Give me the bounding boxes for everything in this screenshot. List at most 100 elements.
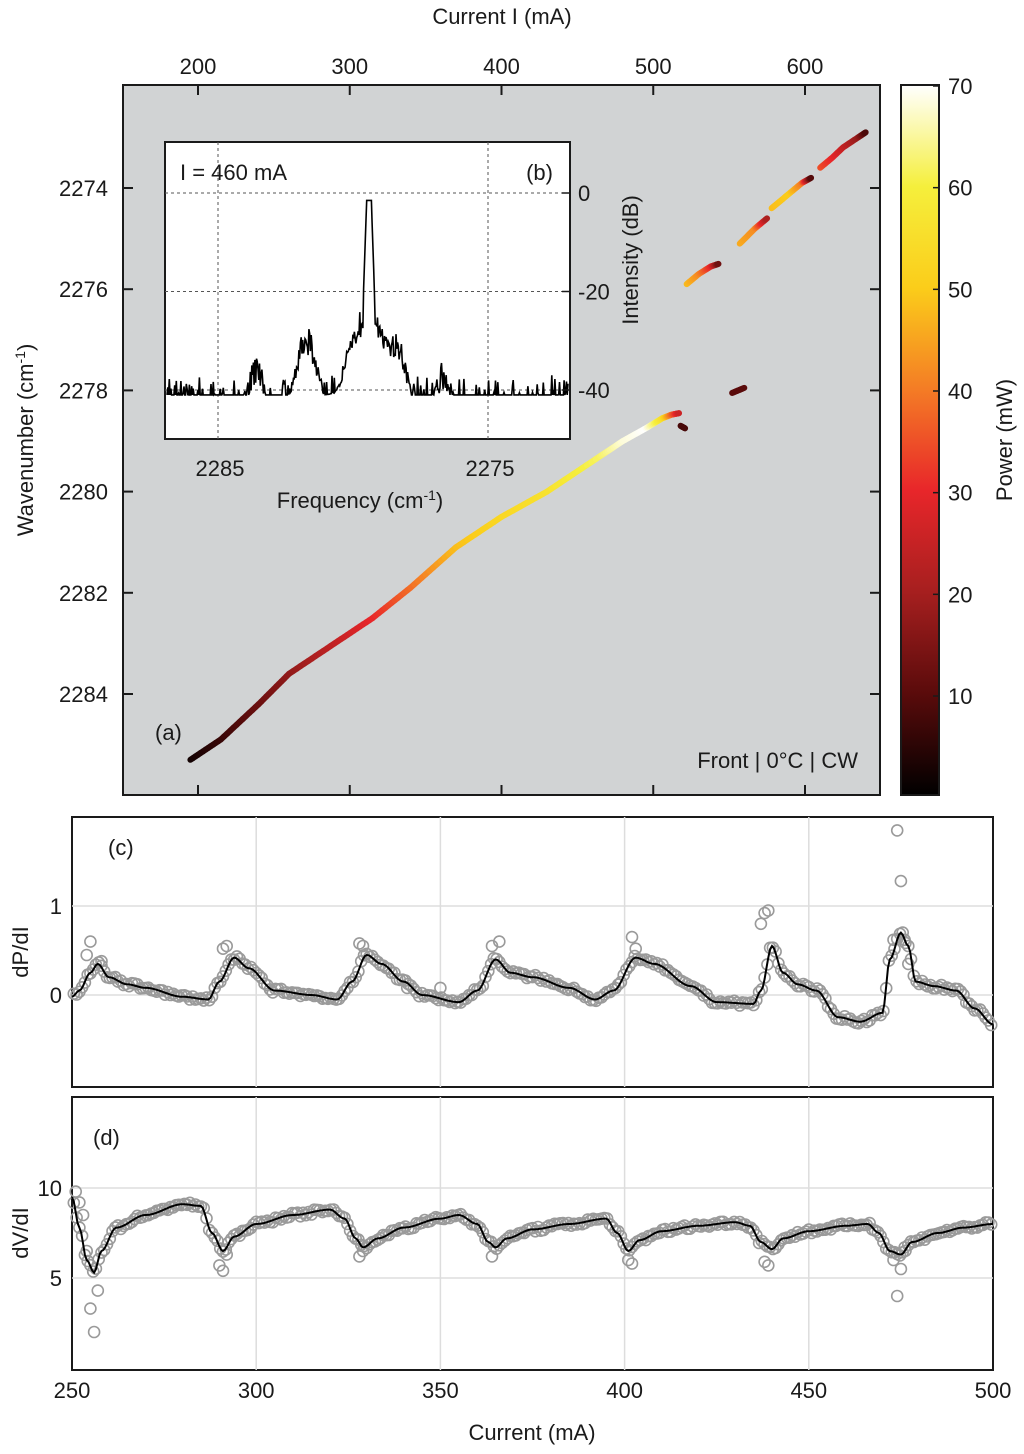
panel-d-y-ticks: 5 10 [38,1176,62,1291]
panel-b-x-label: Frequency (cm-1) [277,487,444,513]
x-tick-label: 400 [606,1378,643,1403]
data-point [957,988,970,1002]
data-point [871,1225,885,1239]
panel-c-y-ticks: 01 [50,894,62,1008]
x-tick-label: 350 [422,1378,459,1403]
data-point [755,982,769,996]
outlier-point [625,930,639,944]
data-point [772,956,785,970]
outlier-point [434,981,447,995]
panel-d-x-label: Current (mA) [468,1420,595,1445]
panel-b-y-ticks: 0 -20 -40 [562,181,610,403]
x-tick-label: 300 [238,1378,275,1403]
panel-c: 01 (c) dP/dI [8,816,998,1088]
outlier-point [353,937,366,950]
y-tick-label: 2282 [59,581,108,606]
outlier-point [758,906,771,920]
colorbar: 10 20 30 40 50 60 70 Power (mW) [900,74,1017,796]
colorbar-ticks: 10 20 30 40 50 60 70 [933,74,972,709]
panel-b-inset: 2285 2275 0 -20 -40 I = 460 mA (b) Frequenc… [164,141,643,513]
colorbar-bar [900,84,940,796]
y-tick-label: 0 [50,983,62,1008]
outlier-point [901,957,915,971]
data-point [805,1226,818,1240]
outlier-point [356,1244,370,1258]
panel-d: 5 10 250 300 350 400 450 500 (d) dV/dI Current… [8,1096,1012,1445]
panel-c-y-label: dP/dI [8,926,33,977]
panel-a-annotation: Front | 0°C | CW [697,748,858,773]
data-point [258,1216,271,1229]
colorbar-tick-label: 30 [948,481,972,506]
outlier-point [220,939,233,953]
panel-a-y-label-main: Wavenumber (cm [13,364,38,537]
outlier-point [216,942,230,956]
panel-b-title: I = 460 mA [180,160,287,185]
y-tick-label: 2274 [59,176,108,201]
top-tick-label: 600 [787,54,824,79]
colorbar-tick-label: 10 [948,684,972,709]
panel-a-top-ticks: 200 300 400 500 600 [180,54,824,795]
data-point [103,1232,117,1246]
panel-d-x-ticks: 250 300 350 400 450 500 [54,1378,1012,1403]
data-point [614,975,628,989]
data-point [341,1217,354,1231]
y-tick-label: 10 [38,1176,62,1201]
panel-b-x-label-main: Frequency (cm [277,488,424,513]
x-tick-label: 450 [790,1378,827,1403]
panel-b-spectrum-line [166,199,569,397]
data-point [349,970,363,984]
data-point [92,1252,105,1266]
data-point [901,939,915,953]
outlier-point [356,939,370,953]
inset-y-tick-label: 0 [578,181,590,206]
data-point [473,982,487,995]
panel-d-fit-line [71,1196,993,1275]
colorbar-label: Power (mW) [992,379,1017,501]
panel-c-fit-line [71,931,994,1026]
outlier-point [898,933,911,947]
panel-a-x-label: Current I (mA) [432,4,571,29]
outlier-point [890,824,904,837]
data-point [338,1211,351,1225]
panel-a-segments [187,129,869,763]
data-point [86,1265,100,1278]
outlier-point [894,1262,908,1276]
data-point [819,992,832,1005]
data-point [219,964,233,978]
data-point [128,1212,141,1226]
y-tick-label: 1 [50,894,62,919]
panel-a-y-label-end: ) [13,344,38,351]
data-point [611,978,625,991]
data-point [749,993,763,1007]
colorbar-tick-label: 40 [948,379,972,404]
inset-y-tick-label: -40 [578,378,610,403]
data-point [476,979,490,993]
panel-d-y-label: dV/dI [8,1207,33,1258]
data-point [200,1212,213,1225]
upper-seg-2-piece [763,215,771,223]
outlier-point [220,1248,233,1261]
outlier-point [84,1302,97,1315]
outlier-point [621,1253,635,1267]
data-point [205,990,219,1004]
outlier-point [91,1284,105,1297]
inset-y-tick-label: -20 [578,280,610,305]
colorbar-tick-label: 50 [948,277,972,302]
y-tick-label: 2276 [59,277,108,302]
data-point [614,1230,628,1243]
top-tick-label: 200 [180,54,217,79]
outlier-point [754,917,768,931]
panel-c-label: (c) [108,835,134,860]
panel-a-label: (a) [155,720,182,745]
data-point [360,947,374,961]
inset-x-tick-label: 2285 [196,456,245,481]
x-tick-label: 500 [975,1378,1012,1403]
panel-b-x-ticks: 2285 2275 [196,456,515,481]
top-tick-label: 400 [483,54,520,79]
data-point [208,1231,222,1244]
outlier-point [87,1325,101,1339]
y-tick-label: 2280 [59,480,108,505]
data-point [501,1232,514,1245]
data-point [200,991,213,1004]
